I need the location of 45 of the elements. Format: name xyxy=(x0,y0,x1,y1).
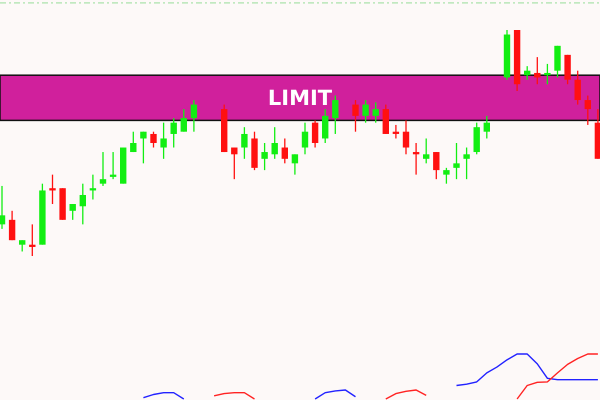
candlestick xyxy=(322,108,328,144)
candlestick xyxy=(433,151,440,180)
candlestick xyxy=(190,99,198,132)
candlestick xyxy=(29,224,36,257)
candlestick xyxy=(110,151,116,180)
candlestick xyxy=(180,108,187,132)
candlestick xyxy=(392,124,400,140)
candlestick xyxy=(484,115,490,140)
candlestick xyxy=(8,210,16,241)
candlestick xyxy=(362,99,369,124)
candlestick xyxy=(443,167,450,184)
candlestick xyxy=(100,151,106,187)
candlestick xyxy=(372,102,379,124)
candlestick xyxy=(584,94,591,126)
candlestick xyxy=(463,146,470,180)
candlestick xyxy=(524,66,530,80)
candlestick xyxy=(0,185,6,230)
candlestick xyxy=(302,122,308,155)
candlestick xyxy=(70,203,76,220)
candlestick xyxy=(574,70,581,106)
candlestick xyxy=(352,99,359,132)
candlestick xyxy=(534,56,540,85)
candlestick xyxy=(90,174,96,200)
candlestick xyxy=(402,120,410,155)
candlestick xyxy=(544,63,551,85)
candlestick xyxy=(412,142,420,176)
candlestick xyxy=(332,94,338,135)
candlestick xyxy=(241,126,248,160)
candlestick xyxy=(49,174,56,205)
candlestick xyxy=(272,126,278,160)
candlestick xyxy=(150,131,157,148)
candlestick xyxy=(312,120,318,148)
candlestick xyxy=(170,117,177,148)
candlestick xyxy=(292,154,298,176)
candlestick xyxy=(282,138,288,164)
candlestick xyxy=(423,138,430,164)
candlestick xyxy=(80,183,86,226)
band-label: LIMIT xyxy=(268,86,333,110)
candlestick xyxy=(19,240,26,252)
candlestick xyxy=(453,142,460,180)
candlestick xyxy=(160,122,167,160)
candlestick xyxy=(140,131,147,164)
candlestick xyxy=(231,146,238,180)
candlestick xyxy=(130,131,136,153)
candlestick xyxy=(261,142,268,171)
